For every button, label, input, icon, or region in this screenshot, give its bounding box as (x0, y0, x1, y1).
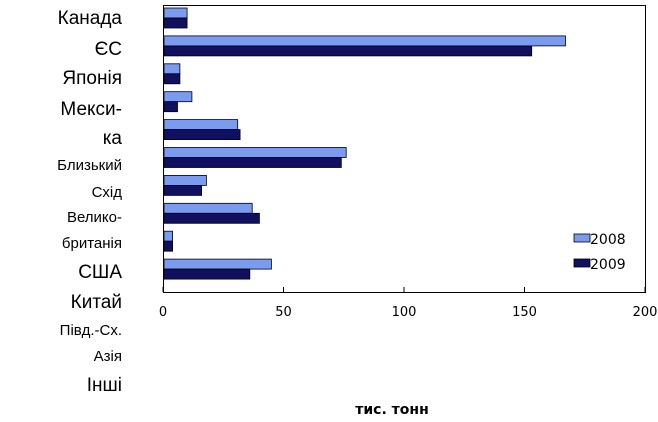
bar-2009-1 (163, 45, 533, 57)
bar-2008-1 (163, 35, 566, 47)
bar-2009-5 (163, 157, 342, 168)
category-label-0: Канада (58, 8, 123, 29)
x-tick-label-3: 150 (512, 305, 537, 320)
legend: 2008 2009 (573, 232, 626, 273)
bar-2009-4 (163, 129, 241, 141)
legend-swatch-2008 (573, 233, 591, 243)
x-tick-label-0: 0 (159, 305, 167, 320)
bar-2008-3 (163, 91, 193, 103)
x-axis-title: тис. тонн (355, 402, 429, 418)
category-label-9: Інші (87, 375, 122, 396)
plot-frame (163, 5, 646, 293)
bar-2009-9 (163, 268, 251, 280)
bar-2009-7 (163, 212, 260, 224)
legend-label-2009: 2009 (590, 257, 626, 273)
x-axis-ticks: 0 50 100 150 200 (159, 287, 658, 320)
category-label-3-line-1: ка (103, 128, 123, 149)
category-label-7: Китай (71, 292, 122, 313)
x-tick-label-4: 200 (633, 305, 658, 320)
category-label-4-line-0: Близький (57, 157, 122, 174)
category-label-1: ЄС (95, 39, 122, 60)
bar-2008-2 (163, 63, 181, 75)
bar-2009-6 (163, 184, 202, 196)
category-label-8-line-1: Азія (94, 348, 122, 365)
bar-2009-8 (163, 240, 174, 252)
category-label-6: США (78, 262, 122, 283)
bar-2009-2 (163, 73, 181, 85)
bar-2008-6 (163, 174, 207, 186)
category-label-5-line-1: британія (62, 235, 122, 252)
bar-2008-5 (163, 147, 347, 158)
legend-label-2008: 2008 (590, 232, 626, 248)
category-labels: Канада ЄС Японія Мекси-ка Близький Схід Велико… (57, 8, 122, 396)
bar-2008-9 (163, 258, 272, 270)
bars (163, 7, 566, 280)
bar-2009-3 (163, 101, 178, 113)
category-label-4-line-1: Схід (92, 184, 123, 201)
category-label-3-line-0: Мекси- (60, 99, 122, 120)
category-label-5-line-0: Велико- (67, 209, 122, 226)
bar-2009-0 (163, 17, 188, 29)
bar-2008-0 (163, 7, 188, 19)
x-tick-label-1: 50 (275, 305, 292, 320)
bar-2008-4 (163, 119, 239, 130)
bar-2008-8 (163, 230, 174, 242)
bar-2008-7 (163, 202, 253, 214)
legend-swatch-2009 (573, 258, 591, 268)
x-tick-label-2: 100 (392, 305, 417, 320)
category-label-8-line-0: Півд.-Сх. (60, 322, 122, 339)
category-label-2: Японія (62, 68, 122, 89)
